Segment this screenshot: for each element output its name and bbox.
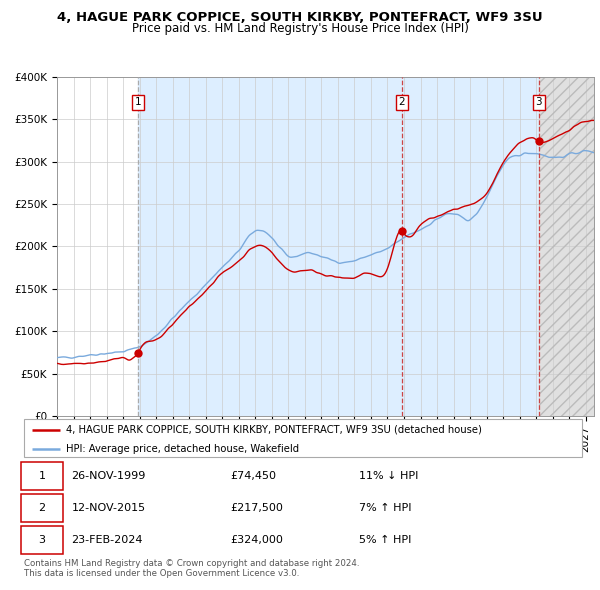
Text: 5% ↑ HPI: 5% ↑ HPI (359, 535, 411, 545)
Text: 3: 3 (38, 535, 46, 545)
Text: HPI: Average price, detached house, Wakefield: HPI: Average price, detached house, Wake… (66, 444, 299, 454)
Text: 3: 3 (535, 97, 542, 107)
Bar (539, 77, 594, 416)
Text: £324,000: £324,000 (230, 535, 283, 545)
Text: 11% ↓ HPI: 11% ↓ HPI (359, 471, 418, 481)
Bar (57, 77, 138, 416)
Text: 1: 1 (38, 471, 46, 481)
Text: 2: 2 (398, 97, 405, 107)
Text: 4, HAGUE PARK COPPICE, SOUTH KIRKBY, PONTEFRACT, WF9 3SU: 4, HAGUE PARK COPPICE, SOUTH KIRKBY, PON… (57, 11, 543, 24)
Text: £217,500: £217,500 (230, 503, 283, 513)
Text: 1: 1 (134, 97, 141, 107)
Text: 23-FEB-2024: 23-FEB-2024 (71, 535, 143, 545)
FancyBboxPatch shape (21, 526, 63, 555)
Text: 2: 2 (38, 503, 46, 513)
FancyBboxPatch shape (21, 494, 63, 522)
Text: 12-NOV-2015: 12-NOV-2015 (71, 503, 146, 513)
Text: £74,450: £74,450 (230, 471, 277, 481)
FancyBboxPatch shape (21, 461, 63, 490)
Text: 4, HAGUE PARK COPPICE, SOUTH KIRKBY, PONTEFRACT, WF9 3SU (detached house): 4, HAGUE PARK COPPICE, SOUTH KIRKBY, PON… (66, 425, 482, 435)
FancyBboxPatch shape (24, 419, 582, 457)
Text: Contains HM Land Registry data © Crown copyright and database right 2024.: Contains HM Land Registry data © Crown c… (24, 559, 359, 568)
Bar (539, 77, 594, 416)
Text: This data is licensed under the Open Government Licence v3.0.: This data is licensed under the Open Gov… (24, 569, 299, 578)
Text: 26-NOV-1999: 26-NOV-1999 (71, 471, 146, 481)
Text: 7% ↑ HPI: 7% ↑ HPI (359, 503, 412, 513)
Bar (138, 77, 539, 416)
Text: Price paid vs. HM Land Registry's House Price Index (HPI): Price paid vs. HM Land Registry's House … (131, 22, 469, 35)
